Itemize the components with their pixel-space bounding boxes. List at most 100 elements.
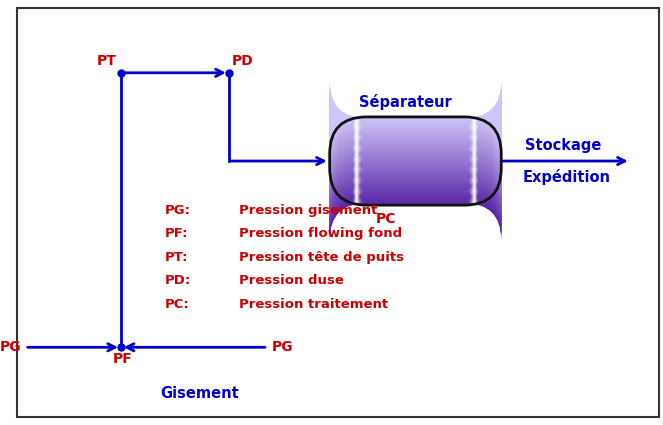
FancyBboxPatch shape bbox=[330, 167, 501, 239]
Text: Pression flowing fond: Pression flowing fond bbox=[239, 227, 402, 240]
FancyBboxPatch shape bbox=[330, 153, 501, 225]
FancyBboxPatch shape bbox=[330, 146, 501, 218]
FancyBboxPatch shape bbox=[330, 163, 501, 235]
Text: Pression gisement: Pression gisement bbox=[239, 204, 377, 217]
FancyBboxPatch shape bbox=[330, 160, 501, 232]
FancyBboxPatch shape bbox=[330, 149, 501, 221]
FancyBboxPatch shape bbox=[330, 85, 501, 158]
FancyBboxPatch shape bbox=[330, 126, 501, 198]
FancyBboxPatch shape bbox=[330, 86, 501, 159]
FancyBboxPatch shape bbox=[330, 104, 501, 176]
FancyBboxPatch shape bbox=[330, 148, 501, 221]
Text: PF:: PF: bbox=[165, 227, 188, 240]
FancyBboxPatch shape bbox=[330, 145, 501, 217]
FancyBboxPatch shape bbox=[330, 84, 501, 156]
FancyBboxPatch shape bbox=[330, 117, 501, 190]
FancyBboxPatch shape bbox=[330, 144, 501, 216]
Text: PC:: PC: bbox=[165, 298, 190, 311]
FancyBboxPatch shape bbox=[330, 119, 501, 192]
FancyBboxPatch shape bbox=[330, 165, 501, 237]
FancyBboxPatch shape bbox=[330, 110, 501, 182]
FancyBboxPatch shape bbox=[330, 127, 501, 199]
FancyBboxPatch shape bbox=[330, 116, 501, 188]
FancyBboxPatch shape bbox=[330, 156, 501, 228]
FancyBboxPatch shape bbox=[330, 137, 501, 210]
FancyBboxPatch shape bbox=[330, 155, 501, 227]
Text: PG:: PG: bbox=[165, 204, 191, 217]
FancyBboxPatch shape bbox=[330, 130, 501, 202]
FancyBboxPatch shape bbox=[330, 83, 501, 156]
FancyBboxPatch shape bbox=[330, 108, 501, 181]
Text: Pression tête de puits: Pression tête de puits bbox=[239, 251, 404, 264]
Text: PD:: PD: bbox=[165, 274, 191, 287]
FancyBboxPatch shape bbox=[330, 134, 501, 206]
FancyBboxPatch shape bbox=[330, 139, 501, 212]
FancyBboxPatch shape bbox=[330, 124, 501, 196]
FancyBboxPatch shape bbox=[330, 132, 501, 204]
FancyBboxPatch shape bbox=[330, 121, 501, 193]
Text: PT:: PT: bbox=[165, 251, 188, 264]
FancyBboxPatch shape bbox=[330, 88, 501, 160]
Text: Pression duse: Pression duse bbox=[239, 274, 343, 287]
FancyBboxPatch shape bbox=[330, 99, 501, 171]
FancyBboxPatch shape bbox=[330, 89, 501, 161]
Text: PC: PC bbox=[375, 212, 396, 226]
FancyBboxPatch shape bbox=[330, 92, 501, 164]
FancyBboxPatch shape bbox=[330, 168, 501, 240]
FancyBboxPatch shape bbox=[330, 133, 501, 205]
FancyBboxPatch shape bbox=[330, 136, 501, 208]
FancyBboxPatch shape bbox=[330, 114, 501, 186]
FancyBboxPatch shape bbox=[330, 113, 501, 185]
FancyBboxPatch shape bbox=[330, 157, 501, 230]
FancyBboxPatch shape bbox=[330, 94, 501, 167]
FancyBboxPatch shape bbox=[330, 128, 501, 201]
FancyBboxPatch shape bbox=[330, 142, 501, 214]
FancyBboxPatch shape bbox=[330, 108, 501, 180]
FancyBboxPatch shape bbox=[330, 82, 501, 154]
FancyBboxPatch shape bbox=[330, 96, 501, 169]
Text: PT: PT bbox=[97, 54, 117, 68]
FancyBboxPatch shape bbox=[330, 130, 501, 203]
FancyBboxPatch shape bbox=[330, 115, 501, 187]
FancyBboxPatch shape bbox=[330, 90, 501, 162]
FancyBboxPatch shape bbox=[330, 135, 501, 207]
FancyBboxPatch shape bbox=[330, 143, 501, 215]
FancyBboxPatch shape bbox=[330, 122, 501, 194]
Text: PF: PF bbox=[113, 352, 133, 366]
FancyBboxPatch shape bbox=[330, 159, 501, 232]
FancyBboxPatch shape bbox=[330, 123, 501, 195]
FancyBboxPatch shape bbox=[330, 147, 501, 219]
FancyBboxPatch shape bbox=[330, 158, 501, 230]
FancyBboxPatch shape bbox=[330, 81, 501, 153]
FancyBboxPatch shape bbox=[330, 103, 501, 175]
Text: PD: PD bbox=[231, 54, 253, 68]
FancyBboxPatch shape bbox=[330, 119, 501, 191]
FancyBboxPatch shape bbox=[330, 150, 501, 223]
Text: Expédition: Expédition bbox=[523, 169, 611, 185]
FancyBboxPatch shape bbox=[330, 91, 501, 163]
FancyBboxPatch shape bbox=[330, 101, 501, 173]
FancyBboxPatch shape bbox=[330, 105, 501, 178]
Text: PG: PG bbox=[272, 340, 294, 354]
Text: PG: PG bbox=[0, 340, 22, 354]
FancyBboxPatch shape bbox=[330, 95, 501, 167]
FancyBboxPatch shape bbox=[330, 102, 501, 174]
FancyBboxPatch shape bbox=[330, 97, 501, 170]
FancyBboxPatch shape bbox=[330, 154, 501, 226]
FancyBboxPatch shape bbox=[330, 100, 501, 172]
FancyBboxPatch shape bbox=[330, 93, 501, 165]
Text: Pression traitement: Pression traitement bbox=[239, 298, 388, 311]
Text: Stockage: Stockage bbox=[525, 138, 601, 153]
FancyBboxPatch shape bbox=[330, 166, 501, 238]
FancyBboxPatch shape bbox=[330, 164, 501, 236]
FancyBboxPatch shape bbox=[330, 106, 501, 178]
FancyBboxPatch shape bbox=[330, 141, 501, 213]
FancyBboxPatch shape bbox=[330, 152, 501, 224]
FancyBboxPatch shape bbox=[330, 112, 501, 184]
FancyBboxPatch shape bbox=[330, 138, 501, 210]
Text: Séparateur: Séparateur bbox=[359, 94, 452, 110]
FancyBboxPatch shape bbox=[330, 125, 501, 197]
FancyBboxPatch shape bbox=[330, 111, 501, 183]
Text: Gisement: Gisement bbox=[160, 386, 239, 401]
FancyBboxPatch shape bbox=[330, 162, 501, 234]
